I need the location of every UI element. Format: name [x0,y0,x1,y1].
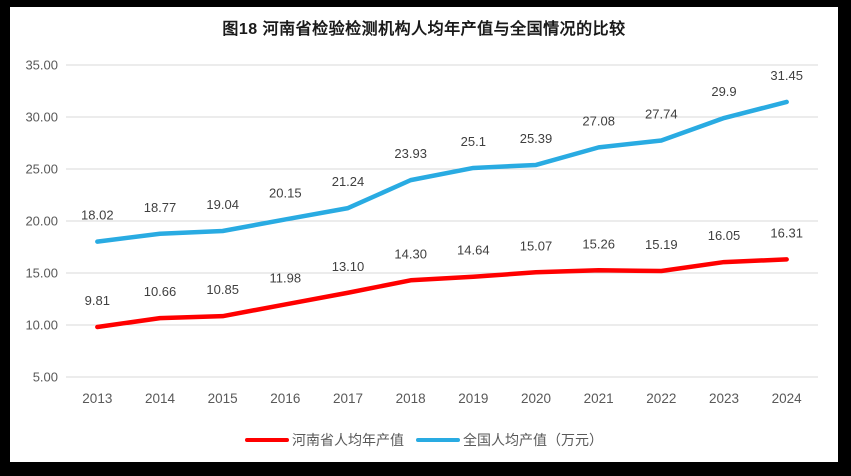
data-label: 18.77 [144,200,177,215]
data-label: 11.98 [270,270,302,285]
data-label: 10.66 [144,284,177,299]
x-axis-tick-label: 2022 [646,391,676,406]
series-line-national [95,99,789,244]
data-label: 20.15 [269,185,302,200]
data-label: 18.02 [81,208,114,223]
data-label: 29.9 [711,84,736,99]
legend-label-henan: 河南省人均年产值 [292,432,404,448]
legend-item-national: 全国人均产值（万元） [416,430,603,450]
data-label: 16.31 [770,225,803,240]
x-axis-tick-label: 2016 [270,391,300,406]
chart-svg: 5.00 10.00 15.00 20.00 25.00 30.00 35.00 2013 20… [25,58,818,406]
y-axis-tick-label: 25.00 [25,162,58,177]
data-label: 19.04 [206,197,239,212]
x-axis-tick-label: 2017 [333,391,363,406]
x-axis-tick-label: 2020 [521,391,551,406]
data-label: 15.07 [520,238,553,253]
data-label: 10.85 [206,282,239,297]
data-label: 16.05 [708,228,741,243]
data-label: 21.24 [332,174,365,189]
data-label: 15.19 [645,237,678,252]
x-axis-tick-label: 2015 [208,391,238,406]
y-axis-tick-label: 20.00 [25,214,58,229]
legend-label-national: 全国人均产值（万元） [463,432,603,448]
x-axis-tick-label: 2019 [458,391,488,406]
data-label: 27.74 [645,107,678,122]
y-axis-tick-label: 5.00 [33,370,58,385]
data-label: 14.30 [394,246,427,261]
legend-line-swatch-red [245,438,289,442]
chart-legend: 河南省人均年产值 全国人均产值（万元） [10,430,838,450]
data-label: 31.45 [770,68,803,83]
y-axis-tick-label: 30.00 [25,110,58,125]
x-axis-tick-label: 2014 [145,391,176,406]
x-axis-tick-label: 2018 [396,391,426,406]
x-axis-tick-label: 2024 [772,391,803,406]
y-axis-tick-label: 10.00 [25,318,58,333]
x-axis-tick-label: 2021 [584,391,614,406]
data-label: 25.39 [520,131,553,146]
legend-line-swatch-blue [416,438,460,442]
y-axis-tick-label: 35.00 [25,58,58,73]
series-line-henan [95,257,789,330]
x-axis-tick-label: 2013 [82,391,112,406]
data-label: 23.93 [394,146,427,161]
data-label: 15.26 [582,236,615,251]
chart-title: 图18 河南省检验检测机构人均年产值与全国情况的比较 [222,21,626,38]
data-label: 13.10 [332,259,365,274]
y-axis-tick-label: 15.00 [25,266,58,281]
data-label: 14.64 [457,243,490,258]
x-axis-tick-label: 2023 [709,391,739,406]
data-label: 27.08 [582,113,615,128]
chart-panel: 图18 河南省检验检测机构人均年产值与全国情况的比较 5.00 10.00 15.0… [10,7,838,462]
legend-item-henan: 河南省人均年产值 [245,430,404,450]
data-label: 25.1 [461,134,486,149]
data-label: 9.81 [85,293,110,308]
